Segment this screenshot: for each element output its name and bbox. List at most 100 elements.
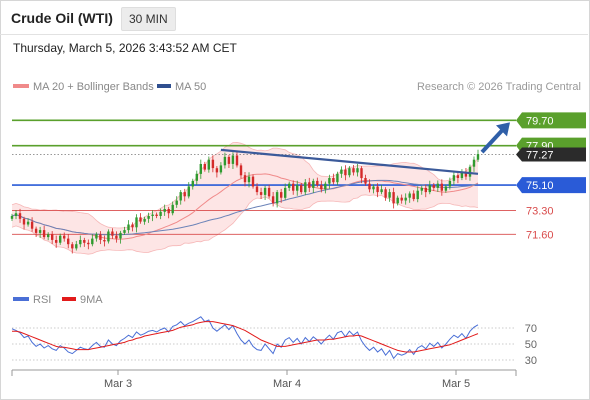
candle: [332, 173, 335, 185]
candle: [91, 234, 94, 247]
candle: [215, 166, 219, 178]
level-label-3: 75.10: [526, 180, 554, 192]
chart-header: Crude Oil (WTI) 30 MIN: [0, 0, 588, 35]
candle: [195, 170, 198, 185]
candle-body: [26, 221, 30, 225]
candle: [155, 212, 158, 219]
candle: [30, 217, 34, 232]
candle-body: [247, 176, 251, 183]
candle: [396, 195, 399, 206]
ma9-line: [12, 321, 479, 353]
candle: [356, 163, 359, 177]
candle-body: [14, 213, 18, 216]
candle-body: [384, 189, 387, 198]
candle-body: [183, 192, 186, 197]
candle: [267, 184, 271, 199]
candle: [372, 184, 375, 194]
resistance-trendline: [220, 148, 479, 175]
candle-body: [99, 234, 102, 240]
candle-body: [51, 234, 54, 240]
candle-body: [75, 244, 78, 249]
bollinger-upper: [11, 141, 479, 229]
candle-body: [352, 168, 355, 173]
candle-body: [400, 197, 403, 201]
rsi-tick-label: 50: [525, 339, 537, 351]
candle-body: [159, 211, 162, 216]
candle: [404, 193, 407, 205]
candle: [352, 164, 355, 176]
candle-body: [143, 218, 146, 222]
candle-body: [195, 173, 198, 181]
candle: [135, 214, 138, 233]
candle-body: [356, 168, 359, 173]
candle: [59, 233, 62, 245]
time-axis-label: Mar 4: [273, 378, 301, 390]
candle: [207, 156, 210, 173]
candle-body: [34, 228, 38, 233]
candle-body: [187, 186, 190, 197]
candle-body: [163, 209, 166, 212]
candle-body: [420, 187, 423, 191]
candle: [420, 185, 423, 195]
candle-body: [107, 231, 110, 242]
candle-body: [404, 197, 407, 201]
candle-body: [444, 186, 448, 191]
candle: [14, 209, 18, 220]
candle-body: [259, 192, 263, 195]
candle: [211, 155, 215, 173]
candle-body: [215, 168, 219, 173]
timeframe-button[interactable]: 30 MIN: [121, 7, 176, 31]
candle-body: [231, 155, 235, 164]
candle: [99, 231, 102, 245]
candle-body: [79, 240, 82, 245]
candle-body: [372, 186, 375, 190]
candle-body: [396, 197, 399, 204]
candle-body: [127, 224, 130, 231]
candle: [235, 151, 239, 168]
candle-body: [368, 183, 371, 190]
ma50-legend-label: MA 50: [175, 81, 206, 93]
candle: [143, 216, 146, 225]
candle: [472, 156, 476, 172]
candle: [111, 228, 114, 239]
candle-body: [211, 159, 215, 169]
candle: [448, 177, 452, 190]
candle-body: [468, 166, 472, 177]
candle: [316, 177, 319, 188]
candle-body: [300, 185, 303, 193]
candle: [380, 184, 383, 195]
candle: [22, 216, 26, 230]
candle: [364, 174, 367, 186]
candle-body: [155, 214, 158, 216]
rsi-legend-label: RSI: [33, 294, 51, 306]
candle: [440, 179, 443, 196]
candle: [288, 181, 291, 191]
candle: [432, 182, 435, 191]
candle-body: [115, 235, 118, 239]
candle-body: [63, 235, 66, 239]
candle-body: [336, 173, 339, 183]
candle: [328, 174, 331, 189]
candle-body: [239, 165, 243, 176]
candle: [115, 231, 118, 243]
candle-body: [408, 193, 411, 198]
candle: [412, 190, 415, 202]
candle-body: [151, 214, 154, 216]
candle-body: [18, 213, 22, 219]
candle-body: [135, 217, 138, 228]
candle: [10, 213, 14, 221]
candle-body: [103, 240, 106, 242]
rsi-tick-label: 30: [525, 355, 537, 367]
candle-body: [91, 238, 94, 245]
candle-body: [179, 192, 182, 201]
ma9-legend-label: 9MA: [80, 294, 103, 306]
candle-body: [280, 192, 283, 198]
candle-body: [243, 175, 247, 183]
candle: [47, 232, 50, 241]
candle-body: [271, 196, 275, 204]
candle: [131, 222, 134, 232]
candle: [292, 180, 295, 195]
candle: [127, 220, 130, 234]
candle: [159, 208, 162, 220]
